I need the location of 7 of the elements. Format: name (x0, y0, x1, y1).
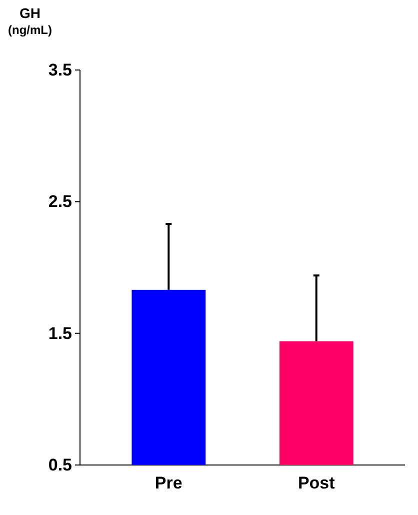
y-tick-label: 3.5 (48, 60, 72, 80)
y-tick-label: 1.5 (48, 324, 72, 343)
x-tick-label: Pre (154, 473, 182, 492)
y-tick-label: 2.5 (48, 192, 72, 212)
x-tick-label: Post (298, 473, 336, 492)
y-axis-title: GH (ng/mL) (8, 5, 52, 37)
y-tick-label: 0.5 (48, 455, 72, 474)
